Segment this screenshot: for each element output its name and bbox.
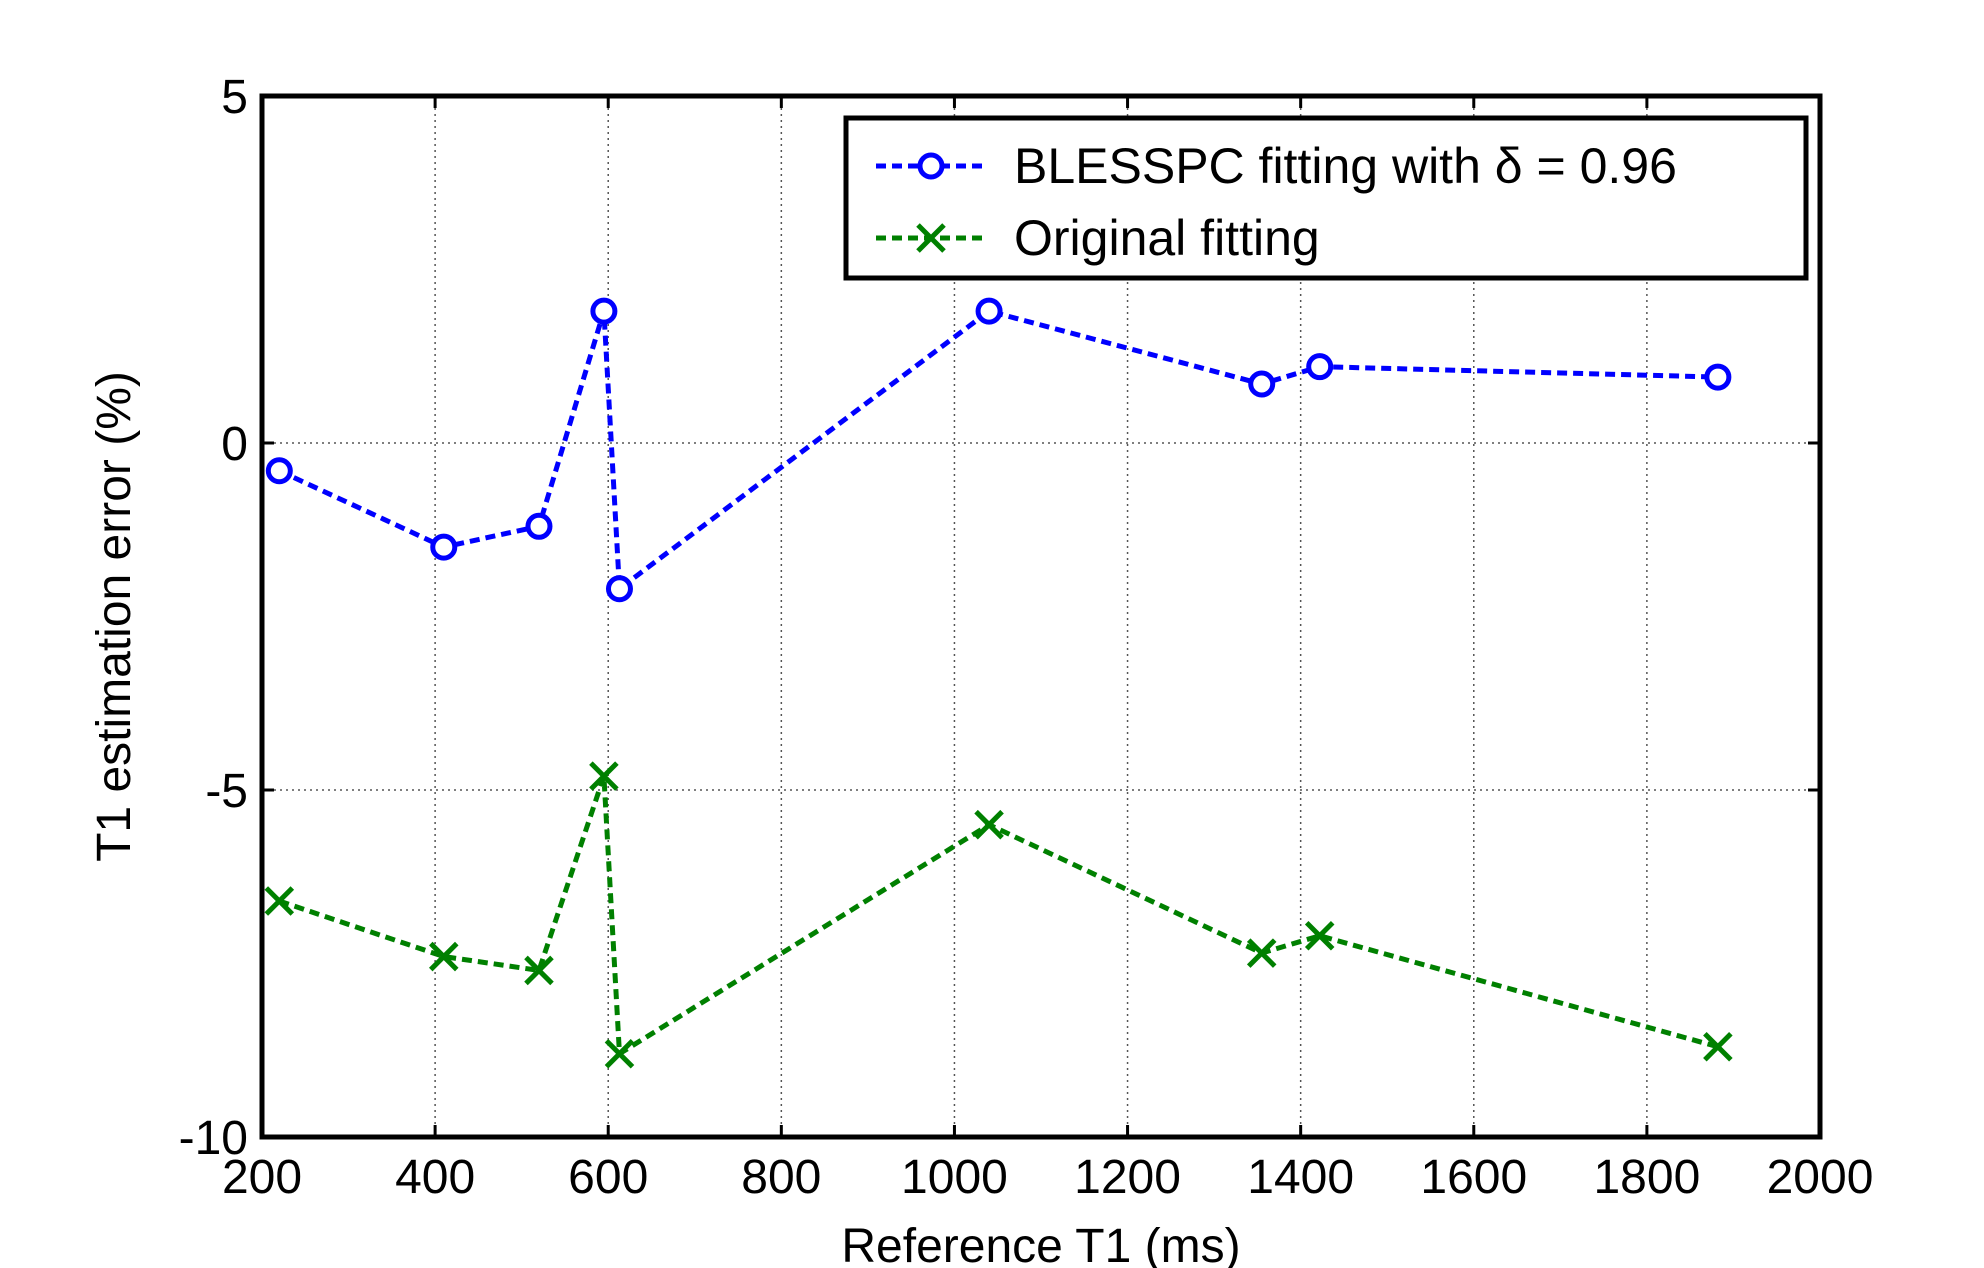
data-point xyxy=(524,955,554,986)
series-1 xyxy=(265,297,1732,603)
x-tick-label: 400 xyxy=(395,1151,475,1204)
data-point xyxy=(589,761,619,791)
data-point xyxy=(1306,353,1334,381)
y-tick-label: -10 xyxy=(179,1112,248,1165)
legend-swatch-marker xyxy=(917,152,945,180)
series-2 xyxy=(264,761,1733,1069)
x-marker-stroke xyxy=(589,761,619,791)
data-point xyxy=(590,297,618,325)
y-tick-label: 0 xyxy=(221,418,248,471)
x-marker-stroke xyxy=(1703,1032,1733,1062)
series-line xyxy=(278,308,1718,594)
x-tick-label: 1200 xyxy=(1074,1151,1181,1204)
x-marker-stroke xyxy=(1304,920,1335,951)
x-marker-stroke xyxy=(428,941,459,972)
x-tick-label: 200 xyxy=(222,1151,302,1204)
x-axis-label: Reference T1 (ms) xyxy=(841,1220,1240,1268)
data-point xyxy=(1304,920,1335,951)
data-point xyxy=(265,457,293,485)
data-point xyxy=(604,1038,635,1069)
data-point xyxy=(430,533,458,561)
x-marker-stroke xyxy=(916,223,946,253)
legend-box xyxy=(843,115,1809,281)
data-point xyxy=(974,809,1004,840)
x-marker-stroke xyxy=(264,886,295,916)
data-point xyxy=(1246,938,1277,968)
x-tick-label: 1600 xyxy=(1420,1151,1527,1204)
legend-swatch-marker xyxy=(916,223,946,253)
x-tick-label: 1000 xyxy=(901,1151,1008,1204)
y-tick-label: 5 xyxy=(221,71,248,124)
legend: BLESSPC fitting with δ = 0.96 Original fi… xyxy=(843,115,1809,281)
data-point xyxy=(264,886,295,916)
x-tick-label: 800 xyxy=(741,1151,821,1204)
plot-frame xyxy=(259,93,1823,1140)
x-tick-label: 1400 xyxy=(1247,1151,1354,1204)
data-point xyxy=(975,297,1003,325)
data-point xyxy=(1703,1032,1733,1062)
data-point xyxy=(1704,363,1732,391)
x-marker-stroke xyxy=(604,1038,635,1069)
series-layer xyxy=(264,297,1733,1069)
legend-label: BLESSPC fitting with δ = 0.96 xyxy=(1014,138,1677,194)
x-tick-label: 1800 xyxy=(1593,1151,1700,1204)
legend-label: Original fitting xyxy=(1014,210,1320,266)
ticks: 200 400 600 800 1000 1200 1400 1600 1800 2000 5 0 -5… xyxy=(179,71,1874,1204)
data-point xyxy=(525,512,553,540)
data-point xyxy=(1248,370,1276,398)
x-marker-stroke xyxy=(974,809,1004,840)
x-marker-stroke xyxy=(524,955,554,986)
data-point xyxy=(605,575,633,603)
data-point xyxy=(428,941,459,972)
x-tick-label: 600 xyxy=(568,1151,648,1204)
x-marker-stroke xyxy=(1246,938,1277,968)
grid xyxy=(262,96,1820,1137)
x-tick-label: 2000 xyxy=(1767,1151,1874,1204)
y-axis-label: T1 estimation error (%) xyxy=(88,371,141,862)
y-tick-label: -5 xyxy=(205,765,248,818)
